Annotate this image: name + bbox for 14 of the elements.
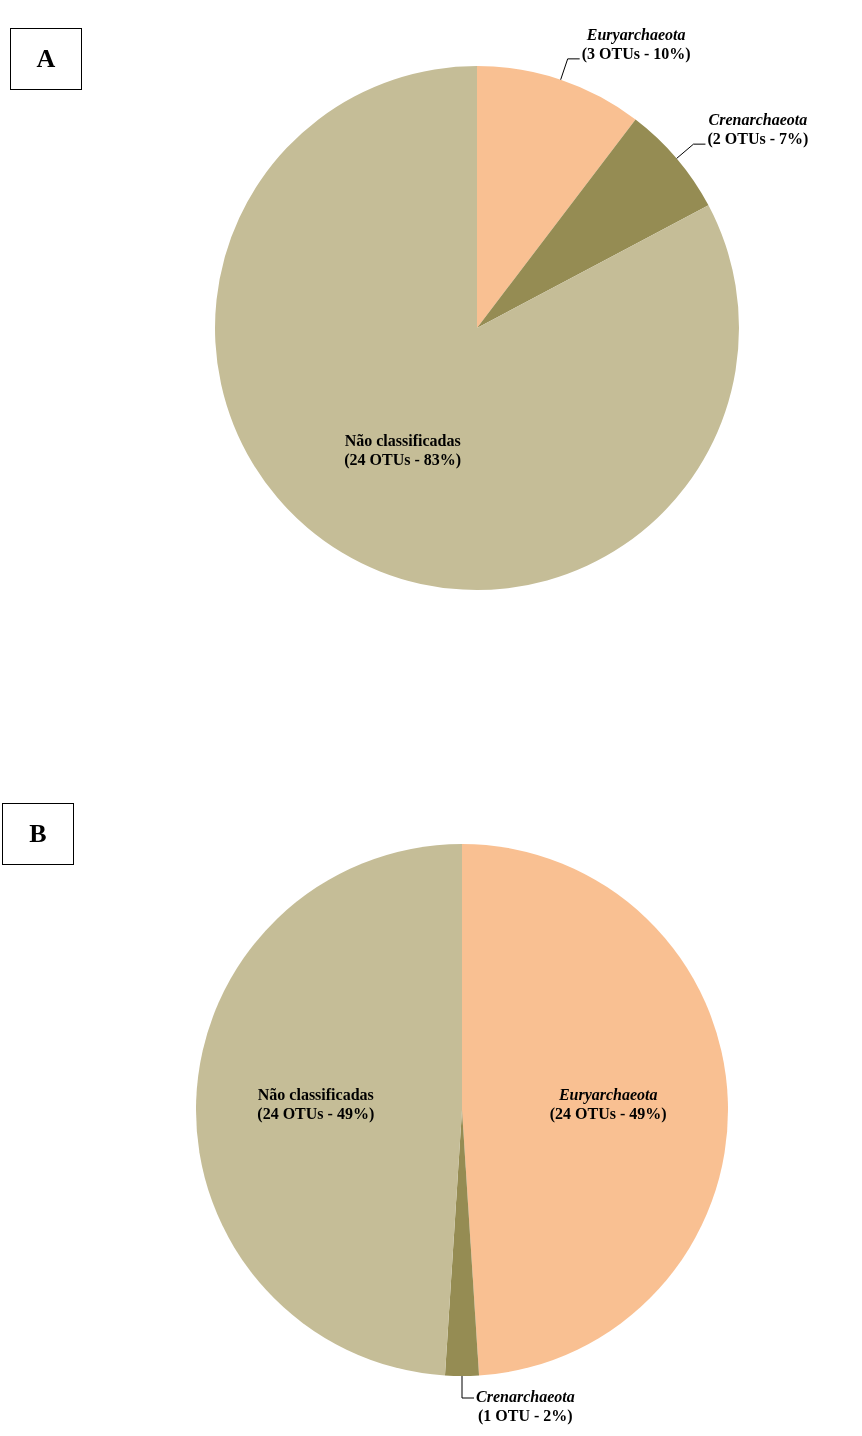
slice-label: Euryarchaeota [557, 1085, 658, 1104]
text: A [10, 28, 82, 90]
slice-label: Crenarchaeota [476, 1388, 575, 1406]
slice-label: Euryarchaeota [585, 26, 686, 45]
data-label: (2 OTUs - 7%) [707, 130, 809, 149]
slice-label: Não classificadas [257, 1085, 374, 1103]
data-label: (24 OTUs - 49%) [549, 1104, 667, 1123]
slice-label: Não classificadas [344, 432, 461, 450]
data-label: (24 OTUs - 83%) [344, 451, 462, 470]
slice-label: Crenarchaeota [708, 111, 808, 129]
data-label: (3 OTUs - 10%) [581, 45, 691, 64]
chart-title: B [2, 803, 74, 865]
data-label: (24 OTUs - 49%) [257, 1104, 375, 1123]
data-label: (1 OTU - 2%) [478, 1407, 573, 1426]
